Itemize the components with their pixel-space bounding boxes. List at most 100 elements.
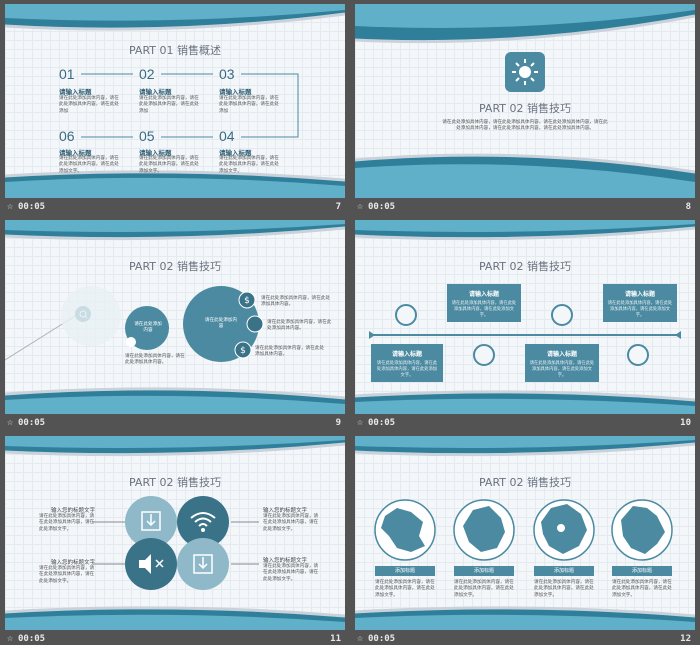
slide-canvas: PART 01 销售概述 01 请输入标题 请在此处添加具体内容，请在此处添加具…	[5, 4, 345, 198]
step-label: 请输入标题	[139, 149, 172, 157]
item-title: 输入您的标题文字	[263, 508, 308, 514]
slide-number: 9	[335, 418, 341, 428]
map-label: 添加标题	[534, 566, 594, 576]
slide-caption: ☆ 00:05 9	[3, 416, 347, 431]
svg-text:$: $	[244, 296, 250, 306]
slide-title: PART 02 销售技巧	[478, 102, 571, 115]
slide-thumbnail-8[interactable]: PART 02 销售技巧 请在此处添加具体内容，请在此处添加具体内容，请在此处添…	[353, 2, 697, 217]
map-text: 请在此处添加具体内容，请在此处添加具体内容，请在此处添加文字。	[454, 580, 514, 598]
slide-timing: 00:05	[368, 418, 396, 428]
circle-text: 请在此处添加内容	[204, 318, 238, 330]
connector-lines	[81, 73, 299, 138]
step-text: 请在此处添加具体内容，请在此处添加具体内容，请在此处添加文字。	[139, 156, 199, 174]
timeline-node	[551, 304, 573, 326]
slide-caption: ☆ 00:05 8	[353, 200, 697, 215]
slide-timing: 00:05	[18, 634, 46, 644]
step-label: 请输入标题	[59, 149, 92, 157]
step-number: 02	[139, 66, 155, 82]
note-text: 请在此处添加具体内容，请在此处添加具体内容。	[125, 354, 185, 366]
step-text: 请在此处添加具体内容，请在此处添加具体内容，请在此处添加	[59, 96, 119, 114]
item-title: 输入您的标题文字	[51, 508, 96, 514]
slide-title: PART 02 销售技巧	[478, 476, 571, 489]
slide-title: PART 02 销售技巧	[128, 260, 221, 273]
map-text: 请在此处添加具体内容，请在此处添加具体内容，请在此处添加文字。	[375, 580, 435, 598]
box-text: 请在此处添加具体内容，请在此处添加具体内容，请在此处添加文字。	[607, 301, 673, 318]
box-text: 请在此处添加具体内容，请在此处添加具体内容，请在此处添加文字。	[529, 361, 595, 378]
slide-thumbnail-12[interactable]: PART 02 销售技巧 添加标题 添加标题 添加标题 添加标题 请在此处添加具…	[353, 434, 697, 645]
slide-canvas: PART 02 销售技巧 输入您的标题文字 请在此处添加具体内容，请在此处添加具…	[5, 436, 345, 630]
animation-star-icon[interactable]: ☆	[357, 633, 364, 644]
top-wave-decoration	[355, 220, 695, 241]
step-text: 请在此处添加具体内容，请在此处添加具体内容，请在此处添加	[219, 96, 279, 114]
note-text: 请在此处添加具体内容，请在此处添加具体内容。	[267, 320, 332, 332]
slide-timing: 00:05	[368, 202, 396, 212]
slide-timing: 00:05	[18, 418, 46, 428]
slide-timing: 00:05	[18, 202, 46, 212]
sun-icon	[505, 52, 545, 92]
top-wave-decoration	[355, 4, 695, 44]
slide-thumbnail-11[interactable]: PART 02 销售技巧 输入您的标题文字 请在此处添加具体内容，请在此处添加具…	[3, 434, 347, 645]
map-label: 添加标题	[454, 566, 514, 576]
timeline-box: 请输入标题 请在此处添加具体内容，请在此处添加具体内容，请在此处添加文字。	[525, 344, 599, 382]
slide-caption: ☆ 00:05 7	[3, 200, 347, 215]
svg-text:$: $	[240, 346, 246, 356]
slide-title: PART 02 销售技巧	[128, 476, 221, 489]
animation-star-icon[interactable]: ☆	[7, 417, 14, 428]
step-text: 请在此处添加具体内容，请在此处添加具体内容，请在此处添加	[139, 96, 199, 114]
box-text: 请在此处添加具体内容，请在此处添加具体内容，请在此处添加文字。	[376, 361, 438, 378]
item-text: 请在此处添加具体内容，请在此处添加具体内容，请在此处添加文字。	[39, 514, 95, 532]
slide-canvas: PART 02 销售技巧 请输入标题 请在此处添加具体内容，请在此处添加具体内容…	[355, 220, 695, 414]
item-text: 请在此处添加具体内容，请在此处添加具体内容，请在此处添加文字。	[263, 514, 319, 532]
box-text: 请在此处添加具体内容，请在此处添加具体内容，请在此处添加文字。	[451, 301, 517, 318]
box-title: 请输入标题	[468, 291, 499, 298]
bottom-wave-decoration	[5, 387, 345, 414]
item-title: 输入您的标题文字	[263, 558, 308, 564]
top-wave-decoration	[5, 220, 345, 241]
slide-thumbnail-10[interactable]: PART 02 销售技巧 请输入标题 请在此处添加具体内容，请在此处添加具体内容…	[353, 218, 697, 433]
icon-cluster	[93, 496, 259, 590]
step-number: 03	[219, 66, 235, 82]
slide-number: 8	[685, 202, 691, 212]
bottom-wave-decoration	[355, 153, 695, 198]
animation-star-icon[interactable]: ☆	[357, 417, 364, 428]
bottom-wave-decoration	[5, 606, 345, 630]
animation-star-icon[interactable]: ☆	[357, 201, 364, 212]
slide-number: 11	[330, 634, 341, 644]
item-text: 请在此处添加具体内容，请在此处添加具体内容，请在此处添加文字。	[39, 566, 95, 584]
top-wave-decoration	[5, 4, 345, 31]
map-text: 请在此处添加具体内容，请在此处添加具体内容，请在此处添加文字。	[534, 580, 594, 598]
step-text: 请在此处添加具体内容，请在此处添加具体内容，请在此处添加文字。	[59, 156, 119, 174]
bottom-wave-decoration	[355, 390, 695, 414]
step-number: 04	[219, 128, 235, 144]
step-number: 01	[59, 66, 75, 82]
slide-title: PART 02 销售技巧	[478, 260, 571, 273]
slide-caption: ☆ 00:05 12	[353, 632, 697, 645]
box-title: 请输入标题	[624, 291, 655, 298]
slide-canvas: PART 02 销售技巧 添加标题 添加标题 添加标题 添加标题 请在此处添加具…	[355, 436, 695, 630]
step-label: 请输入标题	[219, 88, 252, 96]
slide-number: 12	[680, 634, 691, 644]
step-number: 05	[139, 128, 155, 144]
note-text: 请在此处添加具体内容，请在此处添加具体内容。	[255, 346, 324, 358]
timeline-box: 请输入标题 请在此处添加具体内容，请在此处添加具体内容，请在此处添加文字。	[371, 344, 443, 382]
slide-title: PART 01 销售概述	[128, 44, 221, 57]
bottom-wave-decoration	[355, 606, 695, 630]
map-circles	[374, 499, 673, 561]
slide-timing: 00:05	[368, 634, 396, 644]
animation-star-icon[interactable]: ☆	[7, 633, 14, 644]
slide-caption: ☆ 00:05 11	[3, 632, 347, 645]
animation-star-icon[interactable]: ☆	[7, 201, 14, 212]
step-number: 06	[59, 128, 75, 144]
item-text: 请在此处添加具体内容，请在此处添加具体内容，请在此处添加文字。	[263, 564, 319, 582]
slide-thumbnail-9[interactable]: PART 02 销售技巧 $ $ 请在此处添加内容 请在此处添加内容 请在此处添…	[3, 218, 347, 433]
map-label: 添加标题	[612, 566, 672, 576]
box-title: 请输入标题	[391, 351, 422, 358]
note-text: 请在此处添加具体内容，请在此处添加具体内容。	[261, 296, 330, 308]
body-text: 请在此处添加具体内容，请在此处添加具体内容，请在此处添加具体内容，请在此处添加具…	[442, 120, 608, 132]
item-title: 输入您的标题文字	[51, 560, 96, 566]
top-wave-decoration	[5, 436, 345, 457]
map-text: 请在此处添加具体内容，请在此处添加具体内容，请在此处添加文字。	[612, 580, 672, 598]
slide-number: 10	[680, 418, 691, 428]
slide-thumbnail-7[interactable]: PART 01 销售概述 01 请输入标题 请在此处添加具体内容，请在此处添加具…	[3, 2, 347, 217]
step-label: 请输入标题	[139, 88, 172, 96]
